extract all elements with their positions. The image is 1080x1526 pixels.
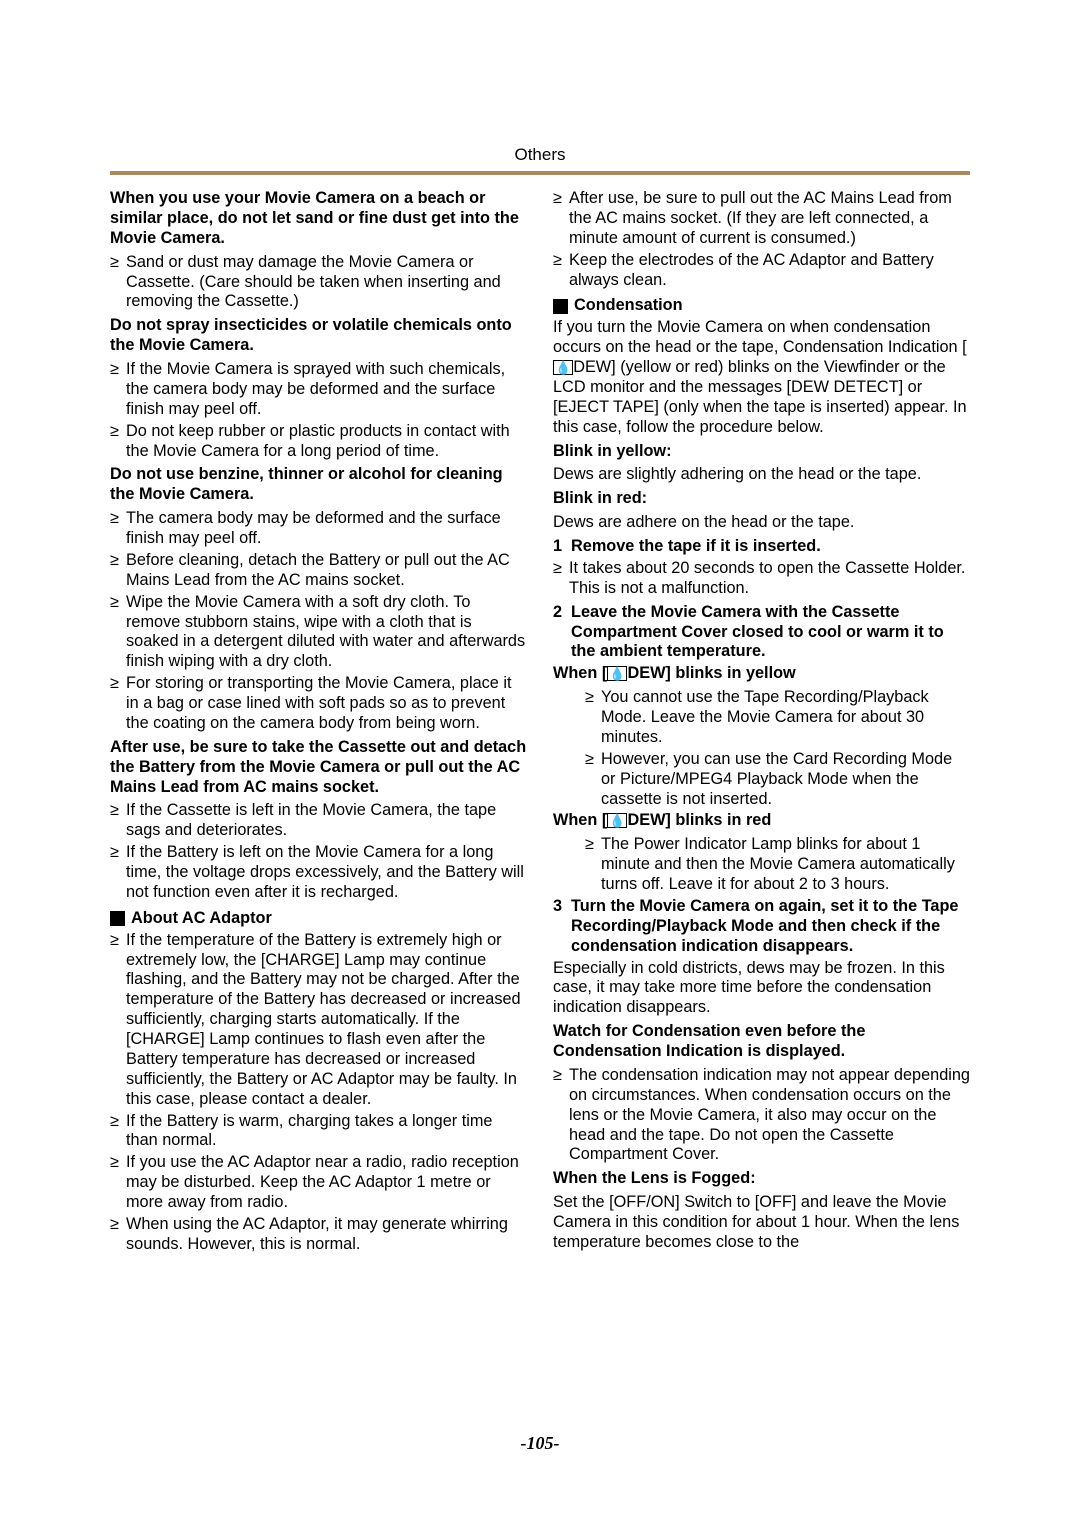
bullet-item: The Power Indicator Lamp blinks for abou…: [553, 835, 970, 895]
dew-icon: 💧: [607, 813, 627, 828]
bullet-list: If the Cassette is left in the Movie Cam…: [110, 801, 527, 902]
text-run: If you turn the Movie Camera on when con…: [553, 318, 967, 356]
bullet-list: It takes about 20 seconds to open the Ca…: [553, 559, 970, 599]
indented-bullet-list: You cannot use the Tape Recording/Playba…: [553, 688, 970, 809]
section-title: Condensation: [553, 296, 970, 316]
warning-heading: After use, be sure to take the Cassette …: [110, 738, 527, 798]
section-header: Others: [110, 145, 970, 165]
bullet-list: If the temperature of the Battery is ext…: [110, 931, 527, 1255]
manual-page: Others When you use your Movie Camera on…: [0, 0, 1080, 1526]
numbered-step: 1 Remove the tape if it is inserted.: [553, 537, 970, 557]
numbered-step: 3 Turn the Movie Camera on again, set it…: [553, 897, 970, 957]
dew-icon: 💧: [553, 360, 573, 375]
sub-heading: When [💧DEW] blinks in red: [553, 811, 970, 831]
bullet-item: If the Battery is warm, charging takes a…: [110, 1112, 527, 1152]
warning-heading: When you use your Movie Camera on a beac…: [110, 189, 527, 249]
indented-bullet-list: The Power Indicator Lamp blinks for abou…: [553, 835, 970, 895]
bullet-list: Sand or dust may damage the Movie Camera…: [110, 253, 527, 313]
bullet-item: If the temperature of the Battery is ext…: [110, 931, 527, 1110]
sub-heading: When [💧DEW] blinks in yellow: [553, 664, 970, 684]
warning-heading: Do not use benzine, thinner or alcohol f…: [110, 465, 527, 505]
step-text: Turn the Movie Camera on again, set it t…: [571, 897, 959, 955]
paragraph: Especially in cold districts, dews may b…: [553, 959, 970, 1019]
bullet-item: It takes about 20 seconds to open the Ca…: [553, 559, 970, 599]
text-run: When [: [553, 811, 607, 829]
bullet-item: Keep the electrodes of the AC Adaptor an…: [553, 251, 970, 291]
text-run: When [: [553, 664, 607, 682]
bullet-list: After use, be sure to pull out the AC Ma…: [553, 189, 970, 290]
text-run: DEW] (yellow or red) blinks on the Viewf…: [553, 358, 967, 436]
bullet-item: Before cleaning, detach the Battery or p…: [110, 551, 527, 591]
bullet-item: The condensation indication may not appe…: [553, 1066, 970, 1165]
bullet-item: Sand or dust may damage the Movie Camera…: [110, 253, 527, 313]
bullet-item: If you use the AC Adaptor near a radio, …: [110, 1153, 527, 1213]
bullet-list: The camera body may be deformed and the …: [110, 509, 527, 734]
bullet-item: If the Cassette is left in the Movie Cam…: [110, 801, 527, 841]
step-number: 3: [553, 897, 562, 917]
text-run: DEW] blinks in red: [627, 811, 771, 829]
step-text: Remove the tape if it is inserted.: [571, 537, 821, 555]
warning-heading: Do not spray insecticides or volatile ch…: [110, 316, 527, 356]
step-number: 1: [553, 537, 562, 557]
bullet-item: You cannot use the Tape Recording/Playba…: [553, 688, 970, 748]
step-text: Leave the Movie Camera with the Cassette…: [571, 603, 944, 661]
bullet-item: When using the AC Adaptor, it may genera…: [110, 1215, 527, 1255]
text-run: DEW] blinks in yellow: [627, 664, 795, 682]
page-number: -105-: [0, 1433, 1080, 1454]
section-title-text: About AC Adaptor: [131, 909, 272, 929]
square-bullet-icon: [110, 911, 125, 926]
bullet-item: The camera body may be deformed and the …: [110, 509, 527, 549]
bullet-item: However, you can use the Card Recording …: [553, 750, 970, 810]
paragraph: Dews are slightly adhering on the head o…: [553, 465, 970, 485]
bullet-list: If the Movie Camera is sprayed with such…: [110, 360, 527, 461]
section-title: About AC Adaptor: [110, 909, 527, 929]
bullet-item: Do not keep rubber or plastic products i…: [110, 422, 527, 462]
bullet-item: If the Battery is left on the Movie Came…: [110, 843, 527, 903]
paragraph: Dews are adhere on the head or the tape.: [553, 513, 970, 533]
right-column: After use, be sure to pull out the AC Ma…: [553, 189, 970, 1259]
bullet-item: After use, be sure to pull out the AC Ma…: [553, 189, 970, 249]
header-rule: [110, 171, 970, 175]
sub-heading: Blink in red:: [553, 489, 970, 509]
left-column: When you use your Movie Camera on a beac…: [110, 189, 527, 1259]
two-column-layout: When you use your Movie Camera on a beac…: [110, 189, 970, 1259]
bullet-list: The condensation indication may not appe…: [553, 1066, 970, 1165]
dew-icon: 💧: [607, 666, 627, 681]
step-number: 2: [553, 603, 562, 623]
paragraph: If you turn the Movie Camera on when con…: [553, 318, 970, 437]
sub-heading: Watch for Condensation even before the C…: [553, 1022, 970, 1062]
sub-heading: Blink in yellow:: [553, 442, 970, 462]
numbered-step: 2 Leave the Movie Camera with the Casset…: [553, 603, 970, 663]
bullet-item: If the Movie Camera is sprayed with such…: [110, 360, 527, 420]
section-title-text: Condensation: [574, 296, 683, 316]
bullet-item: For storing or transporting the Movie Ca…: [110, 674, 527, 734]
bullet-item: Wipe the Movie Camera with a soft dry cl…: [110, 593, 527, 673]
square-bullet-icon: [553, 299, 568, 314]
sub-heading: When the Lens is Fogged:: [553, 1169, 970, 1189]
paragraph: Set the [OFF/ON] Switch to [OFF] and lea…: [553, 1193, 970, 1253]
